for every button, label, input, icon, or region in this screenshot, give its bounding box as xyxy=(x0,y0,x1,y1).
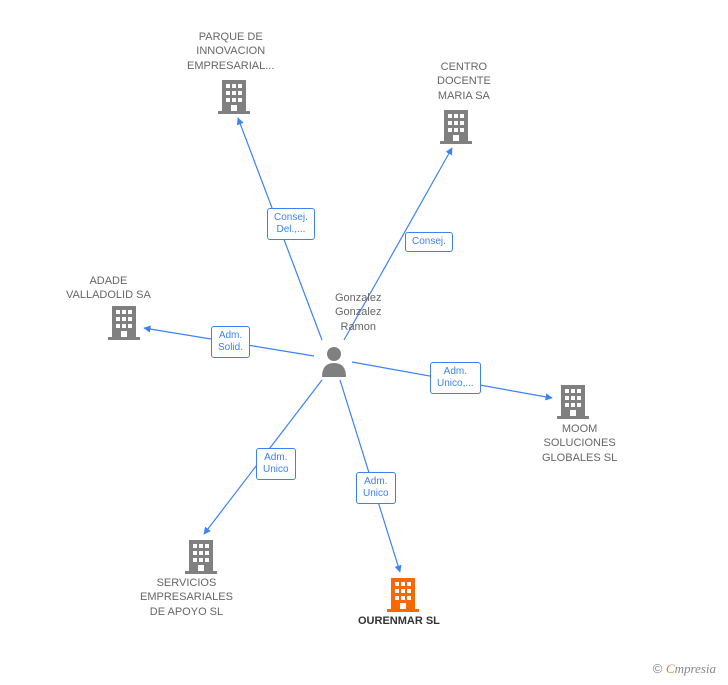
brand-rest: mpresia xyxy=(675,661,716,676)
building-icon xyxy=(387,576,419,612)
network-svg xyxy=(0,0,728,685)
person-icon xyxy=(320,345,348,377)
node-label: SERVICIOS EMPRESARIALES DE APOYO SL xyxy=(140,576,233,619)
edge-label: Adm. Unico,... xyxy=(430,362,481,394)
node-label: ADADE VALLADOLID SA xyxy=(66,274,151,303)
node-label: PARQUE DE INNOVACION EMPRESARIAL... xyxy=(187,30,274,73)
node-label: MOOM SOLUCIONES GLOBALES SL xyxy=(542,422,617,465)
edge-label: Consej. xyxy=(405,232,453,252)
building-icon xyxy=(440,108,472,144)
node-label: OURENMAR SL xyxy=(358,614,440,628)
edge-label: Adm. Unico xyxy=(356,472,396,504)
building-icon xyxy=(185,538,217,574)
node-label: CENTRO DOCENTE MARIA SA xyxy=(437,60,491,103)
brand-first-letter: C xyxy=(666,661,675,676)
edge-label: Adm. Solid. xyxy=(211,326,250,358)
watermark: © Cmpresia xyxy=(653,661,716,677)
center-node-label: Gonzalez Gonzalez Ramon xyxy=(335,291,381,334)
building-icon xyxy=(557,383,589,419)
building-icon xyxy=(218,78,250,114)
edge-label: Adm. Unico xyxy=(256,448,296,480)
edge-label: Consej. Del.,... xyxy=(267,208,315,240)
copyright-symbol: © xyxy=(653,661,663,676)
building-icon xyxy=(108,304,140,340)
